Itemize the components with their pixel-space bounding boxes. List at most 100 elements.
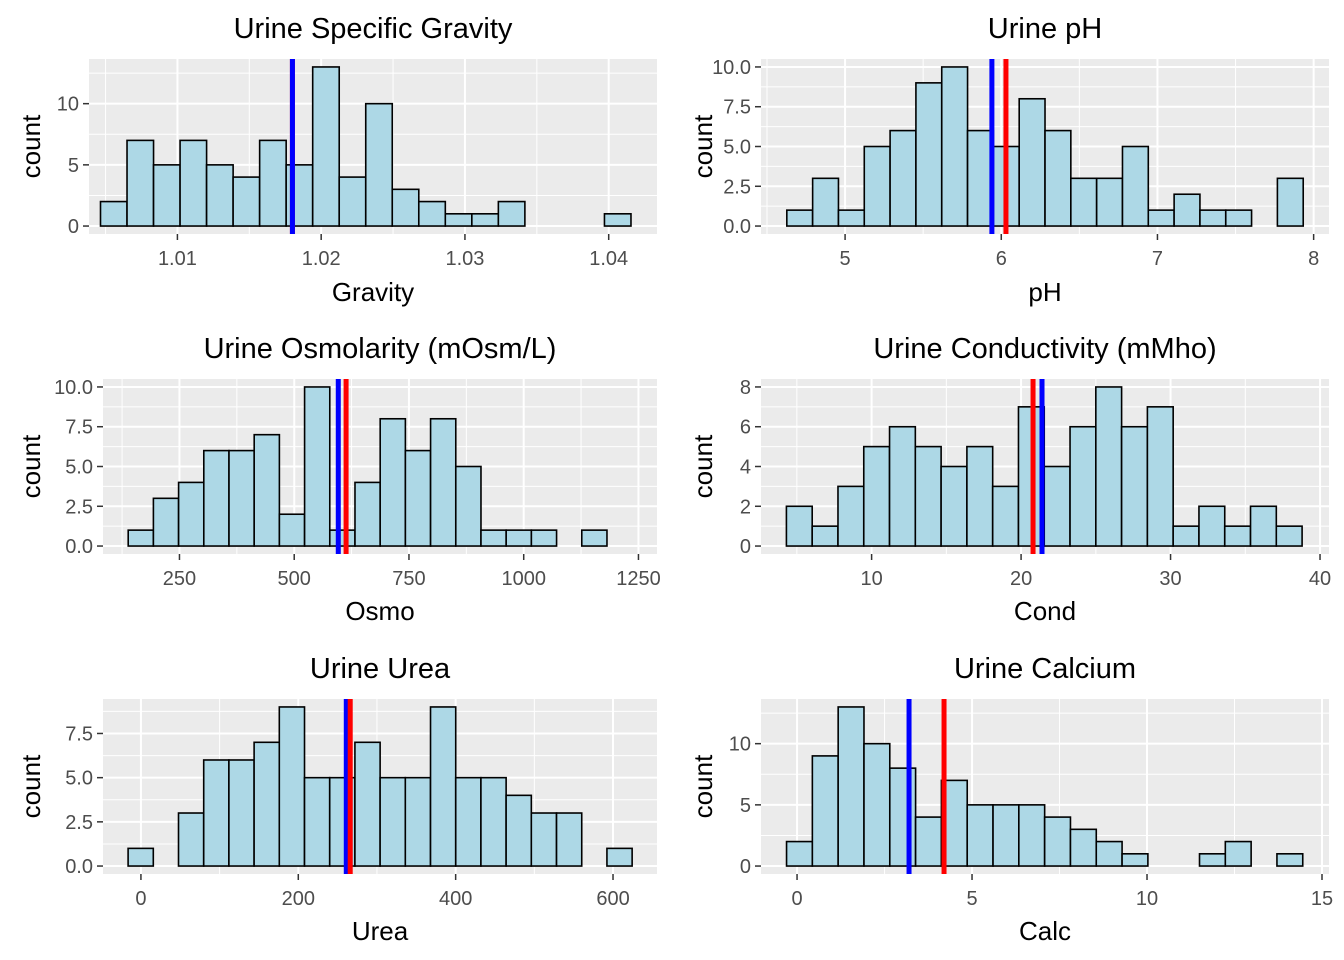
histogram-bar [444, 213, 473, 227]
histogram-bar [258, 139, 287, 227]
histogram-bar [126, 139, 155, 227]
histogram-bar [505, 794, 533, 867]
histogram-bar [1223, 525, 1252, 547]
histogram-panel-2: 5 6 7 8 0.0 2.5 5.0 7.5 10.0 Urine pH pH count [688, 13, 1329, 307]
histogram-bar [1043, 465, 1071, 547]
histogram-bar [480, 776, 507, 867]
histogram-bar [1276, 853, 1304, 867]
histogram-bar [404, 449, 432, 547]
y-tick-label: 0.0 [65, 856, 93, 878]
x-tick-label: 200 [282, 888, 315, 910]
histogram-bar [966, 445, 994, 547]
histogram-bar [177, 481, 205, 547]
y-tick-label: 10.0 [712, 57, 751, 79]
histogram-bar [1121, 853, 1149, 867]
x-tick-label: 30 [1159, 568, 1181, 590]
x-tick-label: 8 [1308, 248, 1319, 270]
histogram-bar [205, 164, 234, 227]
histogram-bar [417, 200, 447, 227]
histogram-bar [391, 188, 420, 227]
histogram-bar [1172, 525, 1200, 547]
y-tick-label: 4 [740, 457, 751, 479]
histogram-bar [580, 529, 608, 547]
histogram-bar [471, 213, 500, 227]
histogram-bar [99, 200, 128, 227]
x-axis-title: Calc [1019, 916, 1071, 946]
histogram-bar [915, 82, 943, 227]
y-tick-label: 8 [740, 377, 751, 399]
histogram-panel-6: 0 5 10 15 0 5 10 Urine Calcium Calc count [688, 653, 1333, 946]
x-tick-label: 0 [135, 888, 146, 910]
x-tick-label: 250 [163, 568, 196, 590]
histogram-bar [1249, 505, 1278, 547]
x-tick-label: 1.03 [445, 248, 484, 270]
y-axis-title: count [16, 754, 46, 818]
y-tick-label: 7.5 [65, 417, 93, 439]
histogram-bar [429, 417, 457, 547]
histogram-bar [837, 706, 865, 867]
histogram-bar [888, 425, 917, 547]
y-tick-label: 10 [57, 94, 79, 116]
histogram-panel-4: 10 20 30 40 0 2 4 6 8 Urine Conductivity (mMho) Co… [688, 333, 1331, 626]
y-tick-label: 5 [740, 795, 751, 817]
y-tick-label: 5 [68, 155, 79, 177]
histogram-bar [127, 847, 155, 867]
histogram-bar [1095, 840, 1123, 867]
histogram-bar [303, 386, 331, 547]
histogram-bar [914, 445, 942, 547]
histogram-bar [228, 449, 255, 547]
histogram-bar [1121, 145, 1150, 227]
histogram-bar [232, 176, 261, 227]
x-tick-label: 7 [1152, 248, 1163, 270]
histogram-bar [991, 485, 1020, 547]
x-tick-label: 750 [392, 568, 425, 590]
histogram-bar [1146, 406, 1174, 547]
histogram-bar [505, 529, 533, 547]
histogram-bar [1120, 425, 1149, 547]
x-tick-label: 1.01 [158, 248, 197, 270]
x-axis-title: pH [1028, 277, 1061, 307]
y-tick-label: 2.5 [723, 176, 751, 198]
histogram-bar [253, 741, 281, 867]
histogram-bar [1276, 177, 1305, 227]
histogram-bar [228, 759, 255, 867]
panel-title: Urine pH [988, 13, 1102, 45]
histogram-bar [863, 145, 891, 227]
histogram-bar [603, 213, 632, 227]
y-axis-title: count [16, 114, 46, 178]
histogram-bar [364, 102, 394, 227]
histogram-bar [1224, 209, 1253, 227]
histogram-bar [863, 742, 891, 867]
histogram-bar [1043, 816, 1072, 867]
histogram-bar [811, 177, 840, 227]
histogram-bar [888, 767, 917, 867]
x-axis-title: Osmo [345, 596, 414, 626]
y-axis-title: count [16, 434, 46, 498]
y-tick-label: 2.5 [65, 496, 93, 518]
histogram-bar [1198, 505, 1226, 547]
histogram-bar [966, 129, 995, 227]
histogram-bar [992, 804, 1020, 867]
histogram-bar [454, 465, 482, 547]
panel-title: Urine Urea [310, 653, 451, 685]
histogram-bar [354, 481, 381, 547]
x-tick-label: 1.02 [302, 248, 341, 270]
histogram-bar [530, 812, 558, 867]
histogram-bar [530, 529, 558, 547]
y-tick-label: 5.0 [723, 137, 751, 159]
histogram-bar [1095, 386, 1123, 547]
histogram-bar [1198, 853, 1227, 867]
histogram-bar [811, 525, 839, 547]
histogram-bar [940, 465, 968, 547]
histogram-bar [966, 804, 994, 867]
histogram-bar [606, 847, 633, 867]
histogram-bar [889, 129, 917, 227]
histogram-bar [179, 139, 208, 227]
histogram-bar [1275, 525, 1303, 547]
x-tick-label: 10 [860, 568, 882, 590]
y-tick-label: 5.0 [65, 768, 93, 790]
histogram-bar [1070, 177, 1098, 227]
histogram-bar [1018, 804, 1046, 867]
histogram-bar [862, 445, 891, 547]
y-tick-label: 0.0 [723, 216, 751, 238]
